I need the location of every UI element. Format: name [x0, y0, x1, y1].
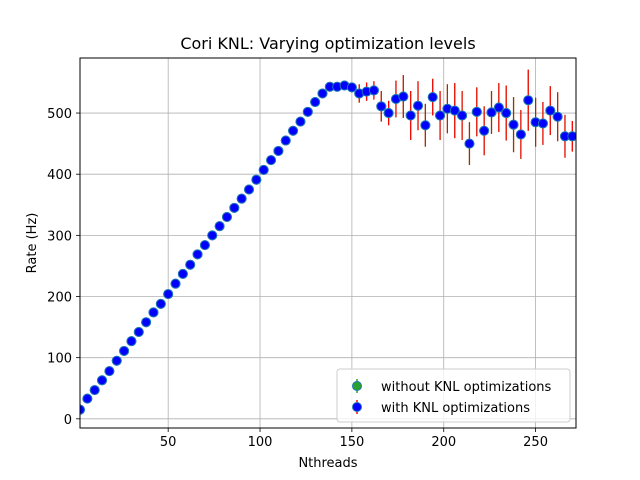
point-with-knl	[170, 278, 181, 289]
point-with-knl	[229, 202, 240, 213]
point-with-knl	[214, 221, 225, 232]
point-with-knl	[420, 120, 431, 131]
point-with-knl	[501, 108, 512, 119]
point-with-knl	[295, 116, 306, 127]
point-with-knl	[398, 91, 409, 102]
point-with-knl	[119, 345, 130, 356]
point-with-knl	[383, 108, 394, 119]
legend-box	[336, 368, 571, 423]
point-with-knl	[207, 230, 218, 241]
chart-title: Cori KNL: Varying optimization levels	[180, 34, 475, 53]
legend-marker-with-knl	[352, 402, 362, 412]
point-with-knl	[192, 249, 203, 260]
point-with-knl	[288, 125, 299, 136]
point-with-knl	[302, 106, 313, 117]
point-with-knl	[280, 135, 291, 146]
x-tick-label: 200	[431, 435, 456, 450]
point-with-knl	[185, 259, 196, 270]
point-with-knl	[435, 110, 446, 121]
point-with-knl	[471, 106, 482, 117]
points-layer	[80, 80, 576, 415]
point-with-knl	[111, 355, 122, 366]
point-with-knl	[376, 101, 387, 112]
point-with-knl	[457, 110, 468, 121]
legend-marker-without-knl	[352, 381, 362, 391]
x-tick-label: 50	[160, 435, 177, 450]
point-with-knl	[266, 155, 277, 166]
point-with-knl	[133, 326, 144, 337]
legend-item-without-knl: without KNL optimizations	[352, 379, 552, 395]
y-tick-label: 300	[47, 229, 72, 244]
point-with-knl	[413, 100, 424, 111]
point-with-knl	[148, 307, 159, 318]
x-tick-label: 100	[248, 435, 273, 450]
point-with-knl	[405, 110, 416, 121]
point-with-knl	[508, 119, 519, 130]
point-with-knl	[346, 82, 357, 93]
point-with-knl	[427, 92, 438, 103]
x-tick-label: 150	[339, 435, 364, 450]
legend-item-with-knl: with KNL optimizations	[352, 400, 530, 416]
x-axis-title: Nthreads	[298, 456, 357, 471]
point-with-knl	[515, 129, 526, 140]
tick-layer: 50 100 150 200 250 0 100 200 300 400 500	[47, 107, 548, 450]
point-with-knl	[141, 317, 152, 328]
point-with-knl	[523, 95, 534, 106]
legend-label-with-knl: with KNL optimizations	[381, 401, 530, 416]
y-tick-label: 200	[47, 291, 72, 306]
point-with-knl	[236, 193, 247, 204]
point-with-knl	[317, 88, 328, 99]
point-with-knl	[155, 298, 166, 309]
point-with-knl	[449, 105, 460, 116]
legend: without KNL optimizations with KNL optim…	[336, 368, 571, 423]
point-with-knl	[251, 174, 262, 185]
point-with-knl	[89, 385, 100, 396]
point-with-knl	[104, 366, 115, 377]
y-tick-label: 100	[47, 352, 72, 367]
legend-label-without-knl: without KNL optimizations	[381, 380, 552, 395]
point-with-knl	[80, 404, 85, 415]
point-with-knl	[310, 97, 321, 108]
point-with-knl	[97, 375, 108, 386]
point-with-knl	[493, 102, 504, 113]
y-tick-label: 400	[47, 168, 72, 183]
point-with-knl	[163, 289, 174, 300]
point-with-knl	[537, 118, 548, 129]
point-with-knl	[258, 164, 269, 175]
point-with-knl	[244, 184, 255, 195]
y-tick-label: 500	[47, 107, 72, 122]
point-with-knl	[82, 393, 93, 404]
point-with-knl	[464, 138, 475, 149]
point-with-knl	[545, 105, 556, 116]
point-with-knl	[126, 336, 137, 347]
plot-frame	[79, 57, 577, 429]
point-with-knl	[199, 240, 210, 251]
point-with-knl	[567, 131, 576, 142]
point-with-knl	[273, 145, 284, 156]
point-with-knl	[479, 125, 490, 136]
x-tick-label: 250	[523, 435, 548, 450]
y-tick-label: 0	[64, 413, 72, 428]
point-with-knl	[221, 212, 232, 223]
point-with-knl	[177, 268, 188, 279]
point-with-knl	[552, 111, 563, 122]
point-with-knl	[486, 107, 497, 118]
y-axis-title: Rate (Hz)	[25, 213, 40, 274]
point-with-knl	[368, 85, 379, 96]
